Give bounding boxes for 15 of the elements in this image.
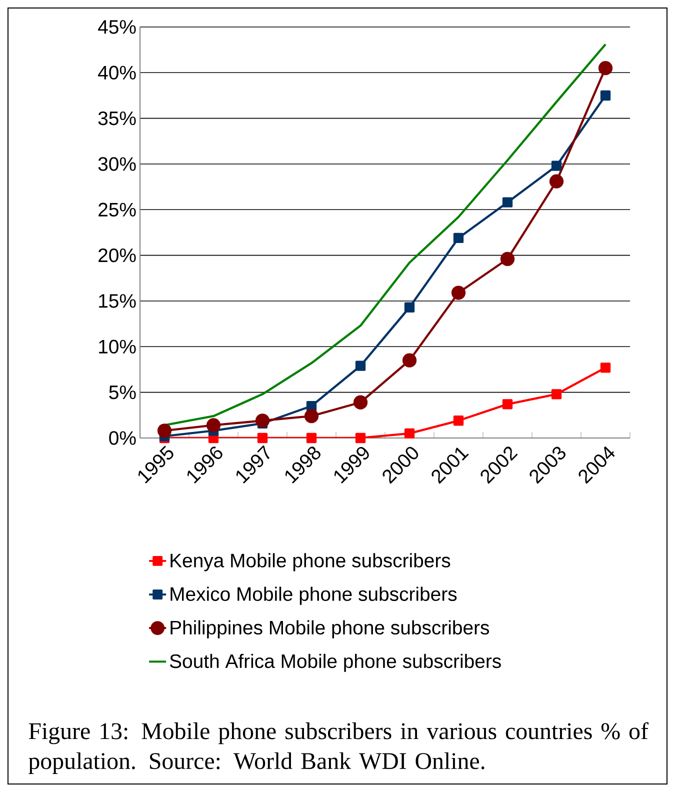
- legend-label: South Africa Mobile phone subscribers: [170, 654, 501, 672]
- y-tick-label: 5%: [109, 386, 136, 400]
- y-tick-label: 30%: [98, 157, 136, 171]
- y-tick-label: 45%: [98, 20, 136, 34]
- y-tick-label: 10%: [99, 340, 136, 354]
- y-tick-label: 35%: [98, 111, 136, 126]
- y-tick-label: 40%: [98, 66, 136, 80]
- caption: Figure 13: Mobile phone subscribers in various countries % of population. Source: World Bank WDI Online.: [28, 722, 648, 774]
- y-tick-label: 20%: [98, 248, 136, 262]
- legend-label: Philippines Mobile phone subscribers: [170, 620, 490, 638]
- legend-label: Kenya Mobile phone subscribers: [170, 553, 450, 572]
- y-tick-label: 25%: [98, 202, 136, 217]
- y-tick-label: 0%: [109, 431, 136, 445]
- legend-label: Mexico Mobile phone subscribers: [170, 586, 457, 605]
- y-tick-label: 15%: [99, 294, 136, 308]
